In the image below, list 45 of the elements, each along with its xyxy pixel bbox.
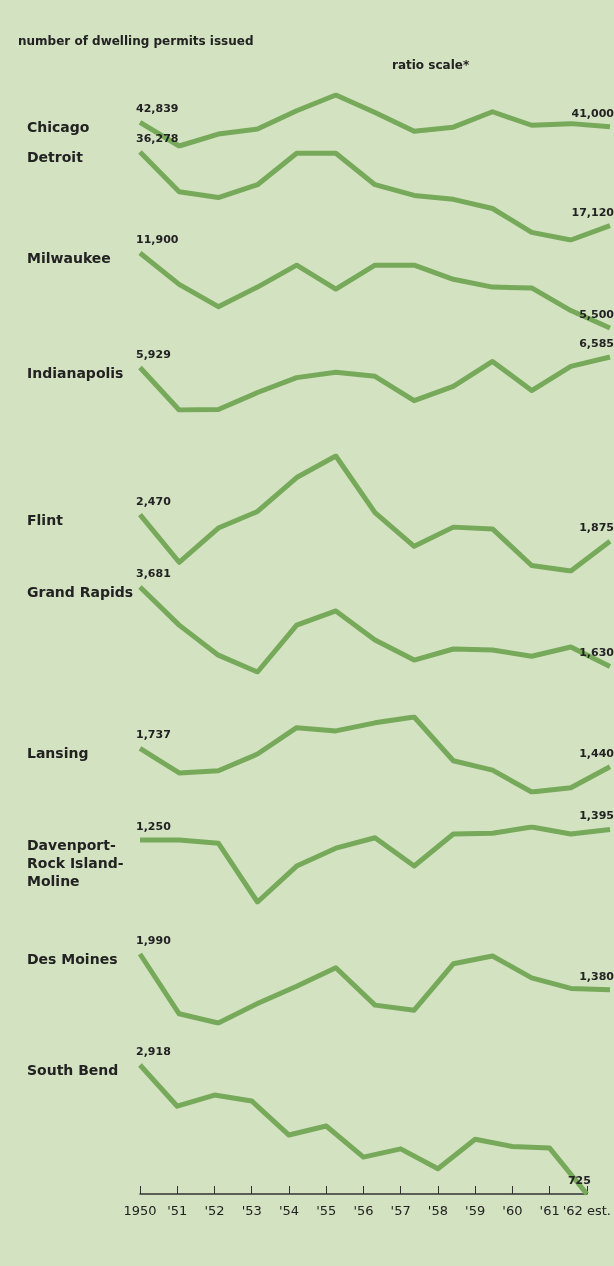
- data-label: 1,737: [136, 728, 171, 742]
- data-label: 17,120: [571, 205, 614, 219]
- text: Indianapolis: [27, 364, 124, 381]
- x-tick-label: 1950: [123, 1203, 157, 1218]
- data-label: 1,395: [579, 809, 614, 823]
- data-label: 42,839: [136, 102, 179, 116]
- data-label: 5,929: [136, 347, 171, 361]
- text: ratio scale*: [392, 58, 470, 72]
- x-tick-label: '57: [390, 1203, 411, 1218]
- text: Chicago: [27, 119, 90, 136]
- data-label: 41,000: [571, 106, 614, 120]
- chart-title: Milwaukee: [27, 250, 111, 266]
- data-label: 1,990: [136, 934, 172, 947]
- chart-title: Detroit: [27, 149, 84, 165]
- chart-title: Des Moines: [27, 951, 118, 967]
- x-tick-label: '51: [167, 1203, 188, 1218]
- data-label: 36,278: [136, 132, 179, 145]
- x-tick-label: '54: [278, 1203, 300, 1218]
- data-label: 1,875: [579, 521, 614, 535]
- x-tick-label: '61: [539, 1203, 560, 1218]
- data-label: 3,681: [136, 567, 171, 580]
- data-label: 2,470: [136, 494, 172, 508]
- data-label: 11,900: [136, 233, 179, 246]
- data-label: 1,630: [579, 646, 614, 660]
- text: number of dwelling permits issued: [18, 34, 254, 48]
- data-label: 1,440: [579, 746, 614, 760]
- text: Davenport- Rock Island- Moline: [27, 837, 124, 890]
- x-tick-label: '58: [427, 1203, 448, 1218]
- x-tick-label: '62 est.: [562, 1203, 611, 1218]
- chart-title: Grand Rapids: [27, 584, 134, 600]
- x-tick-label: '56: [353, 1203, 374, 1218]
- x-tick-label: '53: [241, 1203, 262, 1218]
- data-label: 725: [567, 1174, 591, 1187]
- chart-title: South Bend: [27, 1062, 119, 1078]
- x-tick-label: '52: [204, 1203, 225, 1218]
- data-label: 1,380: [579, 969, 614, 983]
- data-label: 1,250: [136, 820, 172, 834]
- text: Lansing: [27, 745, 89, 762]
- data-label: 6,585: [579, 337, 614, 350]
- x-tick-label: '55: [316, 1203, 337, 1218]
- data-label: 2,918: [136, 1045, 171, 1058]
- x-tick-label: '60: [502, 1203, 523, 1218]
- data-label: 5,500: [579, 308, 614, 321]
- text: Flint: [27, 511, 64, 528]
- x-tick-label: '59: [465, 1203, 486, 1218]
